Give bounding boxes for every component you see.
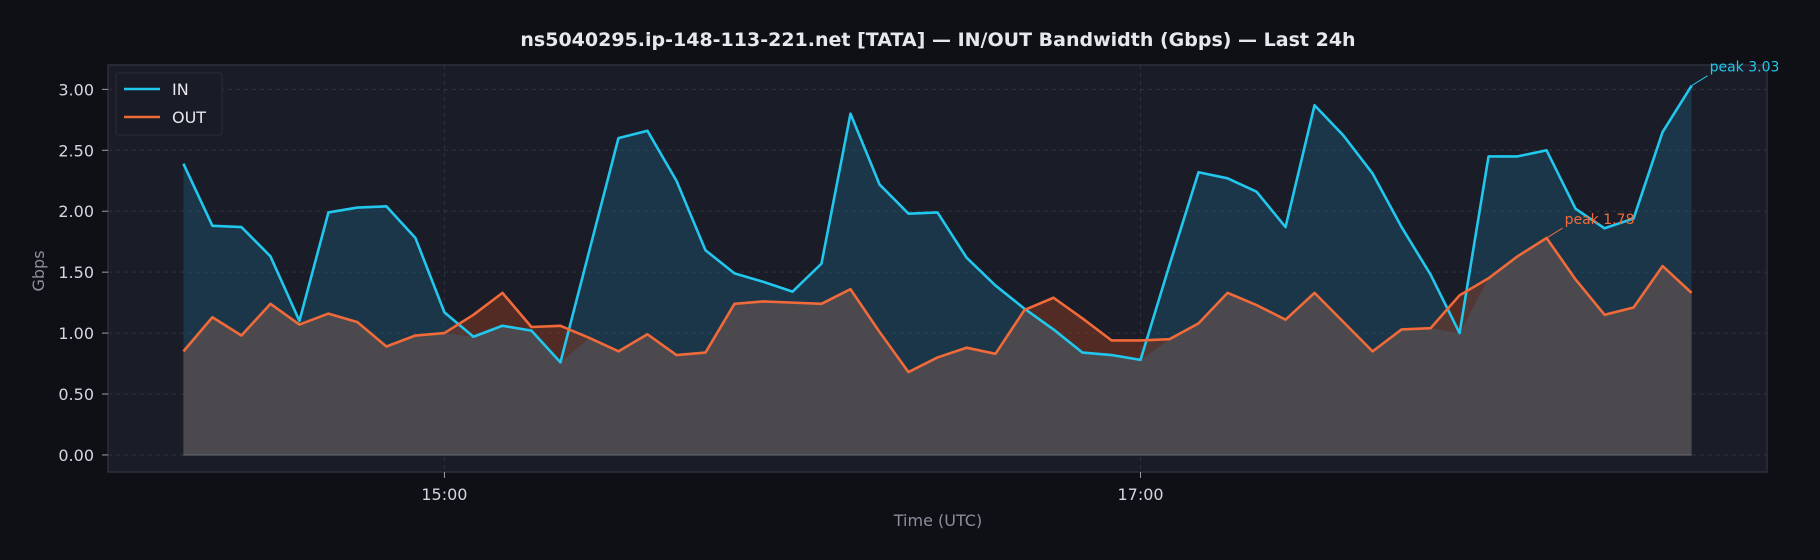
legend: IN OUT	[115, 72, 223, 136]
y-axis-ticks: 0.00 0.50 1.00 1.50 2.00 2.50 3.00	[58, 80, 108, 465]
x-axis-ticks: 15:00 17:00	[421, 472, 1164, 504]
overlap-fill	[183, 238, 1692, 455]
y-tick-label: 2.50	[58, 141, 94, 160]
x-tick-label: 15:00	[421, 485, 467, 504]
annotation-pointer	[1691, 75, 1708, 87]
series-lines	[182, 85, 1693, 374]
y-axis-label: Gbps	[29, 250, 48, 291]
x-tick-label: 17:00	[1117, 485, 1163, 504]
y-tick-label: 0.50	[58, 385, 94, 404]
annotation-label: peak 3.03	[1710, 60, 1780, 76]
y-tick-label: 1.50	[58, 263, 94, 282]
x-axis-label: Time (UTC)	[893, 511, 982, 530]
y-tick-label: 1.00	[58, 324, 94, 343]
series-line-in	[182, 85, 1693, 364]
annotation-label: peak 1.78	[1565, 212, 1635, 228]
y-tick-label: 0.00	[58, 446, 94, 465]
legend-box	[115, 72, 223, 136]
legend-label-out: OUT	[172, 108, 206, 127]
peak-annotations: peak 3.03 peak 1.78	[1546, 60, 1780, 239]
series-line-out	[182, 236, 1693, 374]
y-tick-label: 2.00	[58, 202, 94, 221]
legend-label-in: IN	[172, 80, 189, 99]
chart-title: ns5040295.ip-148-113-221.net [TATA] — IN…	[520, 29, 1355, 51]
annotation-pointer	[1546, 227, 1563, 239]
y-tick-label: 3.00	[58, 80, 94, 99]
